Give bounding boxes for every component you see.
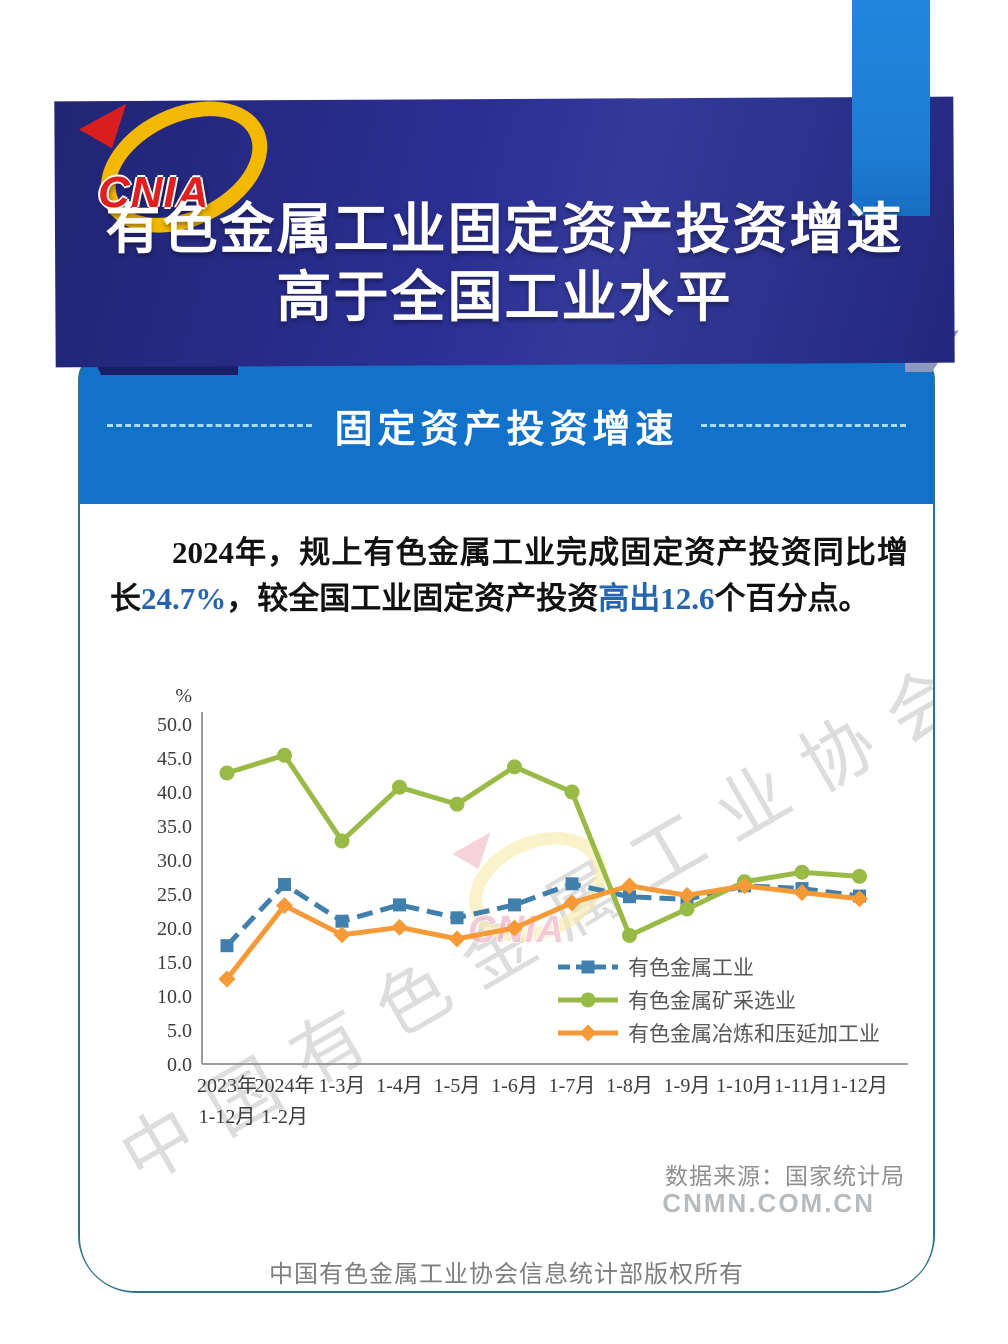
section-dash-right — [700, 424, 906, 427]
legend-label-2: 有色金属冶炼和压延加工业 — [628, 1023, 880, 1046]
x-tick-label: 1-2月 — [261, 1106, 308, 1128]
page-title-line1: 有色金属工业固定资产投资增速 — [105, 199, 904, 260]
series-2-marker — [391, 918, 408, 936]
series-2-marker — [448, 930, 466, 948]
x-tick-label: 1-12月 — [831, 1075, 888, 1097]
series-1-marker — [219, 765, 235, 781]
series-0-marker — [565, 877, 579, 891]
series-0-marker — [393, 898, 406, 912]
x-tick-label: 1-6月 — [491, 1075, 538, 1097]
data-source-note: 数据来源：国家统计局 — [665, 1163, 905, 1189]
series-2-marker — [621, 877, 638, 895]
website-watermark: CNMN.COM.CN — [662, 1188, 875, 1218]
series-2-marker — [793, 884, 811, 902]
y-tick-label: 50.0 — [157, 714, 192, 736]
investment-growth-chart: % 0.0 5.0 10.0 15.0 20.0 25.0 30.0 35.0 40.0 45.0 5… — [157, 686, 908, 1128]
x-tick-label: 1-11月 — [774, 1075, 830, 1097]
y-tick-label: 40.0 — [157, 782, 192, 804]
y-tick-label: 30.0 — [157, 850, 192, 872]
top-right-ribbon — [852, 0, 930, 216]
series-1-marker — [852, 868, 867, 884]
summary-text-2: ，较全国工业固定资产投资 — [226, 581, 599, 616]
series-1-marker — [277, 747, 292, 763]
legend-label-1: 有色金属矿采选业 — [628, 990, 796, 1013]
x-tick-label: 1-5月 — [434, 1075, 481, 1097]
y-tick-label: 10.0 — [157, 986, 192, 1008]
series-1-marker — [449, 796, 465, 812]
x-tick-label: 1-12月 — [199, 1106, 256, 1128]
y-tick-label: 35.0 — [157, 816, 192, 838]
series-1-marker — [679, 901, 695, 917]
summary-paragraph: 2024年，规上有色金属工业完成固定资产投资同比增长24.7%，较全国工业固定资… — [110, 530, 908, 622]
section-title: 固定资产投资增速 — [334, 409, 679, 451]
y-tick-label: 25.0 — [157, 884, 192, 906]
series-1-marker — [794, 864, 810, 880]
series-2-marker — [563, 894, 581, 912]
series-0-marker — [581, 960, 595, 974]
summary-text-3: 个百分点。 — [714, 581, 870, 616]
x-tick-label: 1-3月 — [319, 1075, 366, 1097]
series-1-marker — [580, 992, 596, 1008]
series-1-marker — [392, 779, 407, 795]
x-tick-label: 1-10月 — [716, 1075, 773, 1097]
y-tick-label: 5.0 — [167, 1020, 192, 1042]
x-tick-label: 1-8月 — [606, 1075, 653, 1097]
series-1-marker — [564, 784, 580, 800]
summary-text-1: 2024年，规上有色金属工业完成固定资产投资同比增长 — [110, 535, 908, 616]
copyright-note: 中国有色金属工业协会信息统计部版权所有 — [269, 1261, 744, 1288]
series-0-marker — [508, 898, 521, 912]
series-0-marker — [623, 890, 636, 904]
series-2-marker — [678, 886, 696, 904]
legend-label-0: 有色金属工业 — [628, 957, 754, 980]
series-line-1 — [226, 752, 860, 938]
section-header: 固定资产投资增速 — [80, 398, 933, 453]
y-tick-label: 20.0 — [157, 918, 192, 940]
series-2-marker — [218, 970, 236, 988]
series-2-marker — [579, 1024, 597, 1042]
x-tick-label: 1-7月 — [549, 1075, 596, 1097]
y-tick-label: 45.0 — [157, 748, 192, 770]
summary-highlight-growth: 24.7% — [141, 581, 227, 616]
chart-card: 中国有色金属工业协会 CNIA 2024年，规上有色金属工业完成固定资产投资同比… — [80, 504, 933, 1291]
x-tick-label: 1-4月 — [376, 1075, 423, 1097]
y-tick-label: 15.0 — [157, 952, 192, 974]
x-tick-label: 2023年 — [197, 1074, 257, 1097]
content-panel: 固定资产投资增速 中国有色金属工业协会 CNIA 2024年，规上有色金属工业完… — [78, 352, 935, 1293]
series-0-marker — [335, 914, 349, 928]
series-1-marker — [334, 833, 350, 849]
series-2-marker — [276, 897, 293, 915]
series-2-marker — [851, 890, 868, 908]
cnia-logo: CNIA — [66, 75, 289, 259]
series-2-marker — [333, 926, 351, 944]
series-0-marker — [450, 911, 464, 925]
series-2-marker — [506, 919, 523, 937]
series-1-marker — [507, 759, 522, 775]
summary-highlight-diff: 高出12.6 — [598, 581, 715, 616]
x-tick-label: 1-9月 — [664, 1075, 711, 1097]
series-line-2 — [225, 883, 860, 981]
series-0-marker — [220, 939, 234, 953]
series-2-marker — [736, 877, 753, 895]
y-tick-label: 0.0 — [167, 1054, 192, 1076]
page-title-line2: 高于全国工业水平 — [276, 267, 733, 328]
series-1-marker — [622, 927, 637, 943]
section-dash-left — [107, 424, 313, 427]
x-tick-label: 2024年 — [255, 1074, 315, 1097]
cnia-logo-text: CNIA — [98, 168, 210, 217]
y-axis-unit-label: % — [175, 686, 192, 707]
series-0-marker — [278, 877, 291, 891]
